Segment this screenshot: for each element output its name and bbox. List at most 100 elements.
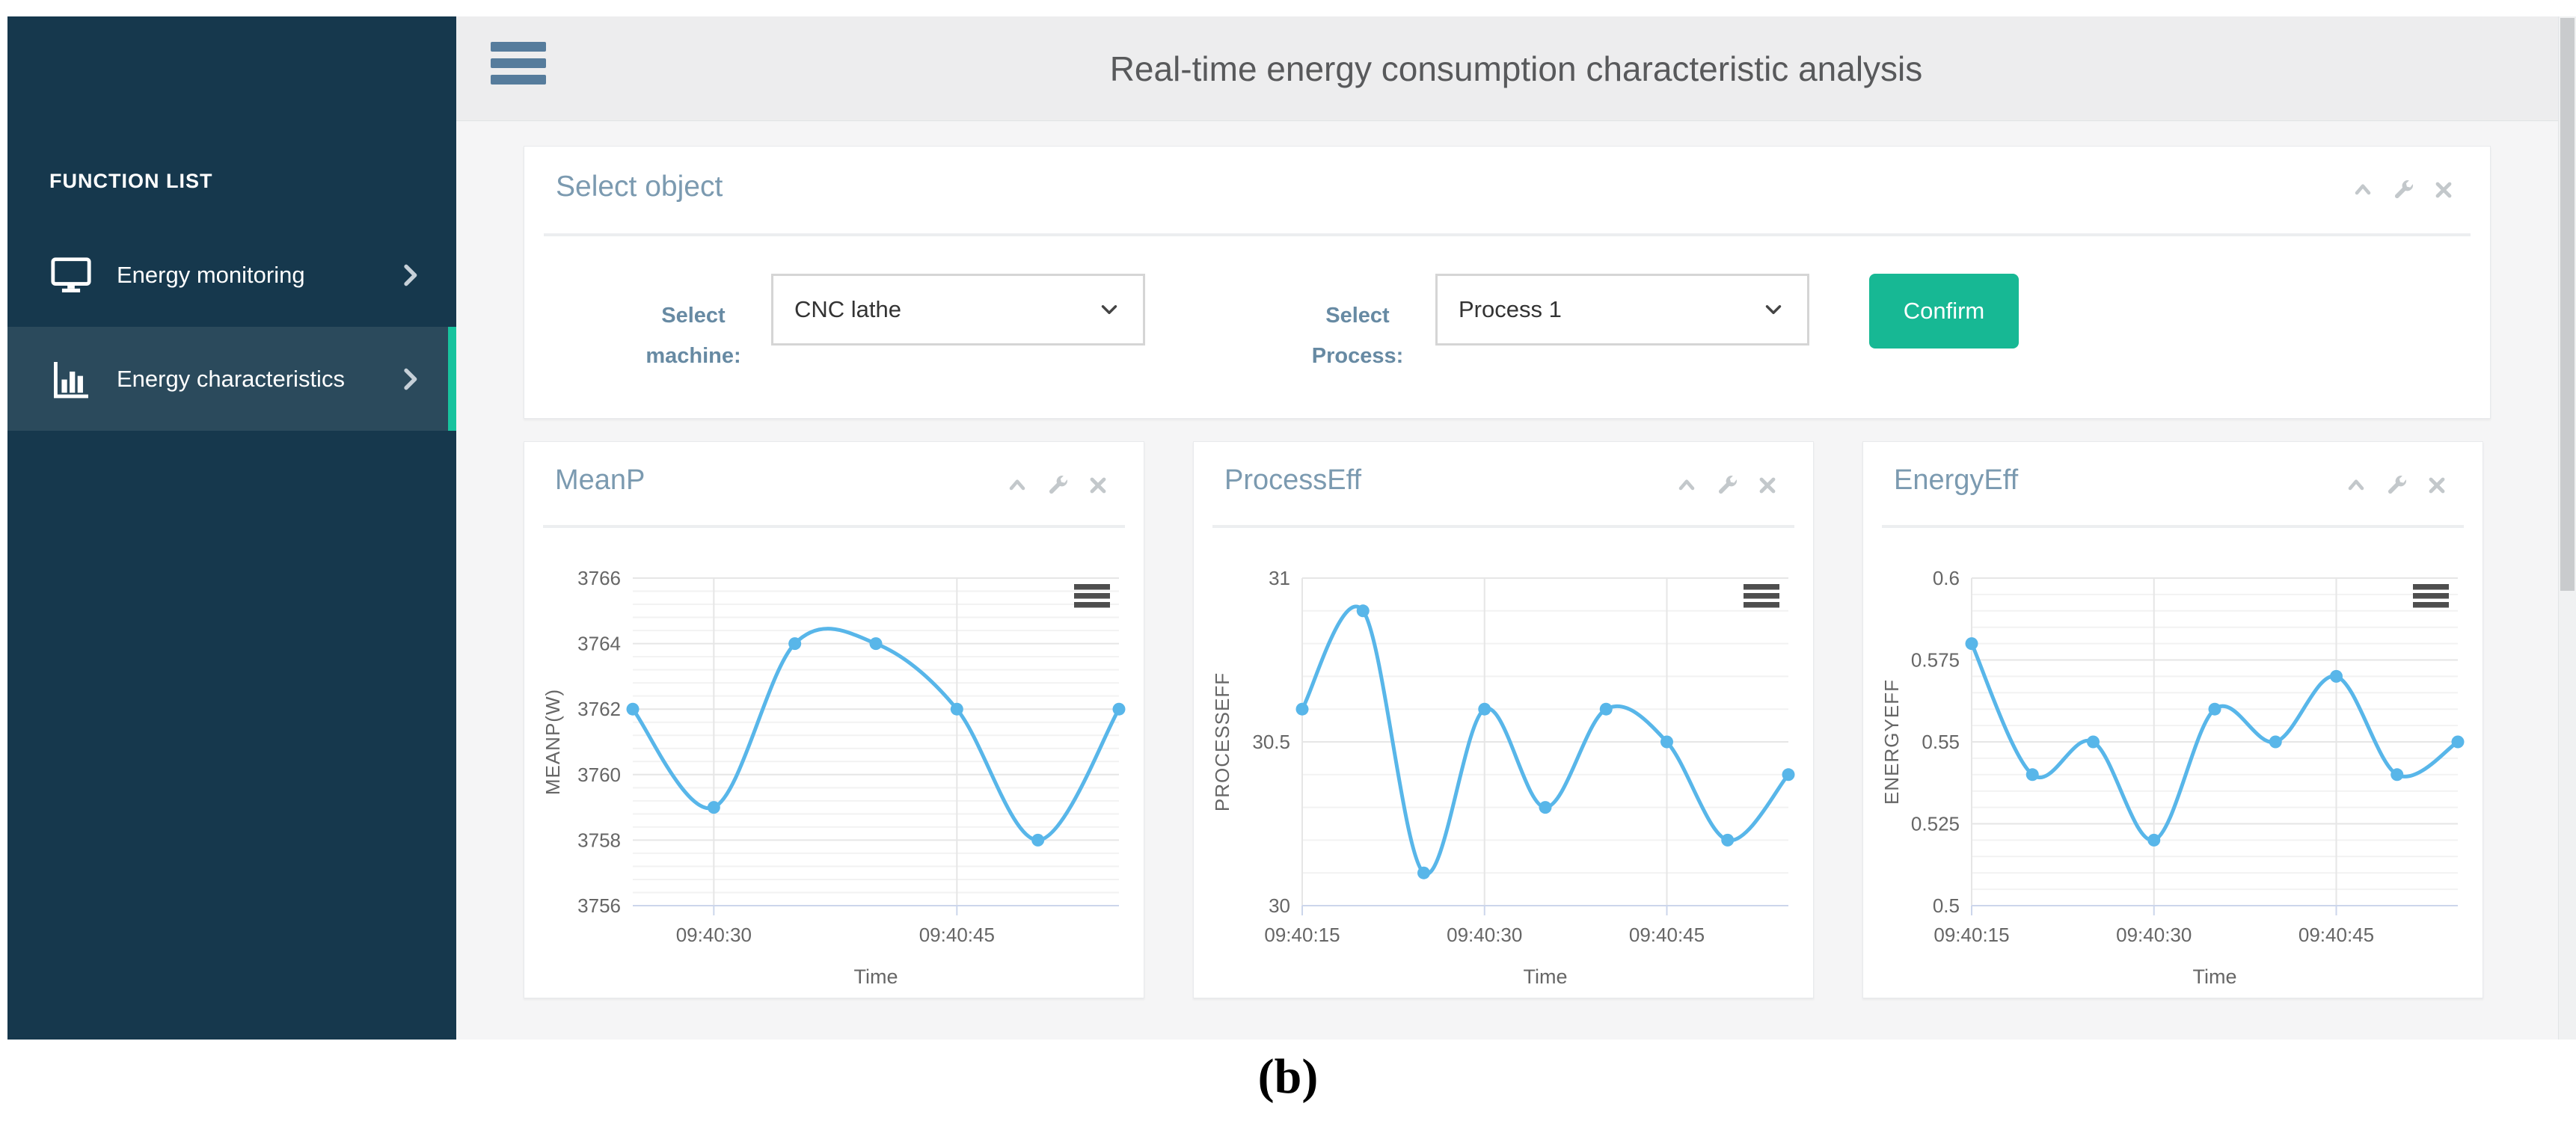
y-tick-label: 0.575: [1911, 649, 1960, 672]
machine-select[interactable]: CNC lathe: [771, 274, 1145, 346]
monitor-icon: [49, 254, 93, 297]
y-tick-label: 3762: [577, 698, 621, 720]
wrench-icon[interactable]: [2391, 178, 2415, 202]
major-gridlines: [633, 577, 1119, 906]
line-chart-svg: 30 30.5 31 09:40:15 09:40:30 09:40:45 PROCESSE…: [1211, 567, 1795, 988]
figure-caption: (b): [1257, 1049, 1319, 1104]
process-select[interactable]: Process 1: [1435, 274, 1809, 346]
chart-export-menu-icon[interactable]: [1074, 584, 1110, 608]
process-label: Select Process:: [1311, 304, 1404, 368]
select-object-form: Select machine: CNC lathe Select Process…: [524, 274, 2490, 376]
panel-header: Select object: [544, 147, 2471, 236]
charts-row: MeanP 3756 3758 3760 3762 3764 3766 09:40:30: [524, 441, 2483, 998]
data-point-markers: [1965, 637, 2465, 847]
panel-title: MeanP: [555, 464, 645, 496]
y-axis-title: ENERGYEFF: [1880, 679, 1903, 805]
y-tick-label: 3766: [577, 567, 621, 589]
x-tick-label: 09:40:45: [919, 924, 995, 946]
wrench-icon[interactable]: [1046, 473, 1070, 497]
close-icon[interactable]: [1086, 473, 1110, 497]
minor-gridlines: [1302, 610, 1788, 874]
machine-select-value: CNC lathe: [794, 296, 901, 322]
sidebar-heading: FUNCTION LIST: [49, 170, 213, 192]
panel-header: MeanP: [543, 442, 1125, 528]
y-tick-label: 0.6: [1933, 567, 1960, 589]
panel-title: EnergyEff: [1894, 464, 2019, 496]
series-line: [1969, 642, 2460, 842]
chevron-up-icon[interactable]: [1675, 473, 1699, 497]
x-tick-label: 09:40:45: [1629, 924, 1705, 946]
x-tick-label: 09:40:30: [1447, 924, 1522, 946]
chart-export-menu-icon[interactable]: [2413, 584, 2449, 608]
machine-label: Select machine:: [645, 304, 741, 368]
app-window: FUNCTION LIST Energy monitoring: [7, 16, 2576, 1040]
vertical-scrollbar[interactable]: [2558, 16, 2576, 1040]
sidebar-item-energy-characteristics[interactable]: Energy characteristics: [7, 327, 456, 431]
series-line: [1300, 604, 1791, 876]
line-chart-processeff: 30 30.5 31 09:40:15 09:40:30 09:40:45 PROCESSE…: [1205, 539, 1803, 988]
panel-tools: [1005, 473, 1110, 497]
panel-title: Select object: [556, 171, 723, 203]
y-tick-label: 0.55: [1922, 731, 1960, 753]
y-tick-label: 3758: [577, 829, 621, 851]
major-gridlines: [1301, 577, 1788, 906]
y-tick-label: 0.5: [1933, 894, 1960, 917]
x-axis-title: Time: [854, 965, 898, 988]
line-chart-svg: 3756 3758 3760 3762 3764 3766 09:40:30 09:40:45…: [542, 567, 1126, 988]
y-tick-label: 30.5: [1252, 731, 1290, 753]
confirm-button[interactable]: Confirm: [1869, 274, 2019, 349]
chart-panel-meanp: MeanP 3756 3758 3760 3762 3764 3766 09:40:30: [524, 441, 1144, 998]
panel-tools: [2351, 178, 2456, 202]
data-point-markers: [1295, 604, 1795, 879]
data-point-markers: [626, 637, 1126, 847]
chart-export-menu-icon[interactable]: [1744, 584, 1779, 608]
chevron-down-icon: [1097, 297, 1122, 322]
x-tick-label: 09:40:30: [676, 924, 752, 946]
close-icon[interactable]: [2425, 473, 2449, 497]
wrench-icon[interactable]: [2385, 473, 2408, 497]
top-header: Real-time energy consumption characteris…: [456, 16, 2576, 121]
page-title: Real-time energy consumption characteris…: [1109, 49, 1923, 88]
close-icon[interactable]: [2432, 178, 2456, 202]
wrench-icon[interactable]: [1715, 473, 1739, 497]
x-tick-label: 09:40:15: [1933, 924, 2009, 946]
sidebar: FUNCTION LIST Energy monitoring: [7, 16, 456, 1040]
y-tick-label: 0.525: [1911, 813, 1960, 835]
y-tick-label: 3756: [577, 894, 621, 917]
x-tick-label: 09:40:30: [2116, 924, 2192, 946]
major-gridlines: [1971, 577, 2458, 906]
bar-chart-icon: [49, 357, 93, 401]
line-chart-svg: 0.5 0.525 0.55 0.575 0.6 09:40:15 09:40:30 09:4…: [1880, 567, 2465, 988]
chevron-up-icon[interactable]: [2351, 178, 2375, 202]
sidebar-item-label: Energy characteristics: [117, 365, 345, 392]
chart-panel-energyeff: EnergyEff 0.5 0.525 0.55 0.575 0.6 09:40:15: [1862, 441, 2483, 998]
y-tick-label: 30: [1269, 894, 1290, 917]
panel-header: EnergyEff: [1882, 442, 2464, 528]
series-line: [631, 627, 1121, 842]
line-chart-meanp: 3756 3758 3760 3762 3764 3766 09:40:30 09:40:45…: [536, 539, 1134, 988]
x-tick-label: 09:40:45: [2299, 924, 2374, 946]
line-chart-energyeff: 0.5 0.525 0.55 0.575 0.6 09:40:15 09:40:30 09:4…: [1874, 539, 2473, 988]
chart-panel-processeff: ProcessEff 30 30.5 31 09:40:15 09:40:30 09:: [1193, 441, 1814, 998]
chevron-up-icon[interactable]: [1005, 473, 1029, 497]
y-tick-label: 3760: [577, 764, 621, 786]
close-icon[interactable]: [1755, 473, 1779, 497]
chevron-right-icon: [395, 364, 425, 394]
sidebar-item-label: Energy monitoring: [117, 261, 305, 288]
chevron-down-icon: [1761, 297, 1786, 322]
sidebar-item-energy-monitoring[interactable]: Energy monitoring: [7, 223, 456, 327]
x-tick-label: 09:40:15: [1264, 924, 1340, 946]
process-select-value: Process 1: [1459, 296, 1562, 322]
minor-gridlines: [1972, 593, 2458, 891]
panel-tools: [2344, 473, 2449, 497]
y-tick-label: 3764: [577, 633, 621, 655]
panel-tools: [1675, 473, 1779, 497]
y-axis-title: PROCESSEFF: [1211, 672, 1233, 811]
x-axis-title: Time: [1524, 965, 1568, 988]
scrollbar-thumb[interactable]: [2560, 18, 2575, 592]
hamburger-menu-icon[interactable]: [491, 42, 546, 96]
select-object-panel: Select object Select machine: CNC la: [524, 146, 2491, 419]
chevron-up-icon[interactable]: [2344, 473, 2368, 497]
panel-header: ProcessEff: [1212, 442, 1794, 528]
content-area: Select object Select machine: CNC la: [456, 121, 2576, 1040]
